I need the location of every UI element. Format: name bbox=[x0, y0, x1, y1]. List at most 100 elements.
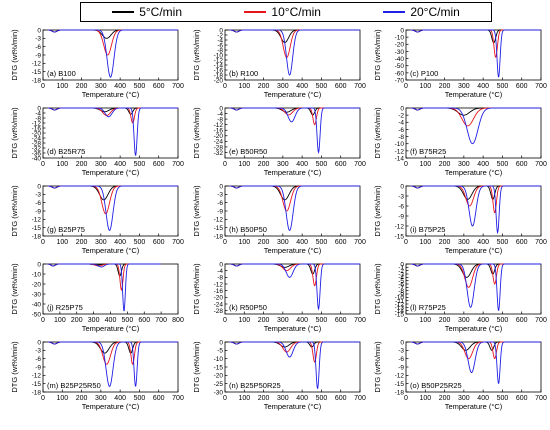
x-tick-label: 100 bbox=[419, 239, 431, 246]
chart-legend: 5°C/min 10°C/min 20°C/min bbox=[80, 2, 492, 22]
y-axis-label: DTG (wt%/min) bbox=[192, 29, 201, 81]
series-line-20-c-min bbox=[229, 107, 360, 155]
x-tick-label: 300 bbox=[277, 239, 289, 246]
y-tick-label: 0 bbox=[219, 105, 223, 112]
y-axis-label: DTG (wt%/min) bbox=[373, 263, 382, 315]
y-axis-label: DTG (wt%/min) bbox=[192, 341, 201, 393]
x-tick-label: 300 bbox=[277, 161, 289, 168]
y-tick-label: -10 bbox=[214, 356, 224, 363]
x-tick-label: 400 bbox=[477, 161, 489, 168]
y-tick-label: -12 bbox=[214, 57, 224, 64]
x-tick-label: 700 bbox=[535, 317, 547, 324]
x-tick-label: 600 bbox=[516, 239, 528, 246]
y-tick-label: 0 bbox=[400, 27, 404, 34]
y-tick-label: -24 bbox=[214, 301, 224, 308]
x-tick-label: 500 bbox=[316, 239, 328, 246]
series-line-5-c-min bbox=[229, 107, 360, 116]
x-tick-label: 200 bbox=[71, 317, 83, 324]
x-tick-label: 100 bbox=[238, 161, 250, 168]
panel-f-b75r25: 0 100 200 300 400 500 600 7000-2-4-6-8-10-12-14… bbox=[373, 105, 547, 177]
panel-a-b100: 0 100 200 300 400 500 600 700 0 -3-6-9 -12-15-18 Te… bbox=[10, 27, 184, 99]
x-tick-label: 300 bbox=[88, 317, 100, 324]
legend-swatch-10cmin bbox=[244, 11, 267, 13]
y-tick-label: -6 bbox=[398, 127, 404, 134]
x-axis-label: Temperature (°C) bbox=[445, 324, 503, 333]
series-line-10-c-min bbox=[47, 29, 178, 56]
x-tick-label: 200 bbox=[439, 239, 451, 246]
x-tick-label: 200 bbox=[258, 83, 270, 90]
x-axis-label: Temperature (°C) bbox=[82, 324, 140, 333]
x-tick-label: 600 bbox=[138, 317, 150, 324]
panel-g-b25p75: 0 100 200 300 400 500 600 700 0 -3-6-9 -12-15-18 Te… bbox=[10, 183, 184, 255]
x-axis-label: Temperature (°C) bbox=[445, 90, 503, 99]
x-tick-label: 500 bbox=[134, 161, 146, 168]
y-tick-label: -1 bbox=[398, 265, 404, 272]
series-line-10-c-min bbox=[410, 107, 541, 127]
x-axis-label: Temperature (°C) bbox=[82, 246, 140, 255]
y-tick-label: -36 bbox=[32, 150, 42, 157]
series-line-20-c-min bbox=[410, 29, 541, 78]
x-tick-label: 700 bbox=[535, 395, 547, 402]
panel-label: (m) B25P25R50 bbox=[47, 381, 101, 390]
y-tick-label: -3 bbox=[35, 36, 41, 43]
y-tick-label: -30 bbox=[214, 389, 224, 396]
x-tick-label: 0 bbox=[404, 161, 408, 168]
x-tick-label: 400 bbox=[477, 83, 489, 90]
y-tick-label: 0 bbox=[219, 339, 223, 346]
y-tick-label: -8 bbox=[217, 275, 223, 282]
y-tick-label: -6 bbox=[398, 203, 404, 210]
panel-label: (i) B75P25 bbox=[410, 225, 445, 234]
x-tick-label: 200 bbox=[258, 161, 270, 168]
y-tick-label: -12 bbox=[395, 223, 405, 230]
y-axis-label: DTG (wt%/min) bbox=[373, 29, 382, 81]
y-tick-label: -4 bbox=[398, 275, 404, 282]
y-tick-label: -9 bbox=[398, 291, 404, 298]
y-axis-label: DTG (wt%/min) bbox=[192, 263, 201, 315]
legend-item-10cmin: 10°C/min bbox=[244, 5, 321, 19]
x-tick-label: 200 bbox=[258, 317, 270, 324]
series-line-5-c-min bbox=[410, 341, 541, 351]
panel-label: (j) R25P75 bbox=[47, 303, 83, 312]
y-tick-label: -12 bbox=[395, 301, 405, 308]
x-tick-label: 100 bbox=[238, 317, 250, 324]
y-axis-label: DTG (wt%/min) bbox=[10, 341, 19, 393]
series-line-20-c-min bbox=[229, 263, 360, 311]
y-tick-label: -18 bbox=[214, 233, 224, 240]
x-tick-label: 700 bbox=[354, 317, 366, 324]
x-tick-label: 100 bbox=[419, 395, 431, 402]
y-tick-label: -12 bbox=[395, 148, 405, 155]
series-line-5-c-min bbox=[410, 29, 541, 44]
x-tick-label: 100 bbox=[238, 395, 250, 402]
y-tick-label: -7 bbox=[398, 285, 404, 292]
x-tick-label: 500 bbox=[316, 161, 328, 168]
panel-l-r75p25: 0 100 200 300 400 500 600 7000-1-2-3-4-5-6-7-8-… bbox=[373, 261, 547, 333]
panel-label: (f) B75R25 bbox=[410, 147, 446, 156]
x-tick-label: 700 bbox=[535, 239, 547, 246]
y-tick-label: -3 bbox=[398, 271, 404, 278]
x-tick-label: 200 bbox=[258, 239, 270, 246]
plot-frame bbox=[224, 107, 361, 159]
x-tick-label: 200 bbox=[439, 395, 451, 402]
plot-frame bbox=[224, 263, 361, 315]
y-tick-label: -6 bbox=[35, 44, 41, 51]
y-tick-label: 0 bbox=[37, 105, 41, 112]
x-tick-label: 300 bbox=[458, 83, 470, 90]
y-tick-label: -15 bbox=[214, 364, 224, 371]
y-tick-label: -4 bbox=[398, 120, 404, 127]
panel-label: (b) R100 bbox=[229, 69, 258, 78]
y-tick-label: 0 bbox=[37, 339, 41, 346]
series-line-10-c-min bbox=[47, 107, 178, 124]
y-tick-label: 0 bbox=[219, 27, 223, 34]
panel-e-b50r50: 0 100 200 300 400 500 600 7000-4-8-12-16-20-24-… bbox=[192, 105, 366, 177]
x-tick-label: 0 bbox=[404, 317, 408, 324]
plot-frame bbox=[405, 107, 542, 159]
legend-label-5cmin: 5°C/min bbox=[139, 5, 183, 19]
x-tick-label: 600 bbox=[516, 83, 528, 90]
legend-item-5cmin: 5°C/min bbox=[112, 5, 182, 19]
y-tick-label: -20 bbox=[32, 130, 42, 137]
x-tick-label: 600 bbox=[335, 83, 347, 90]
x-tick-label: 400 bbox=[296, 239, 308, 246]
y-tick-label: -12 bbox=[32, 217, 42, 224]
y-tick-label: -28 bbox=[214, 144, 224, 151]
y-axis-label: DTG (wt%/min) bbox=[373, 107, 382, 159]
